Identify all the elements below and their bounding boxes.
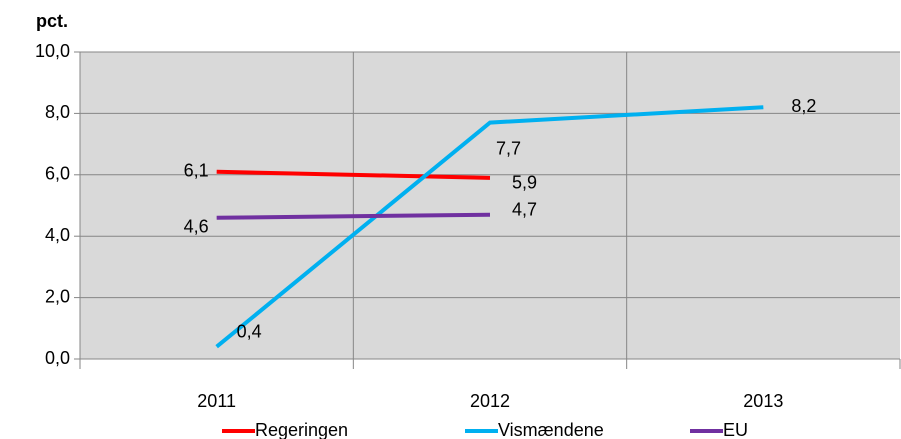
y-axis-label: pct. (36, 11, 68, 31)
y-tick-label: 2,0 (45, 286, 70, 306)
data-label: 6,1 (184, 160, 209, 180)
y-tick-label: 4,0 (45, 225, 70, 245)
data-label: 5,9 (512, 173, 537, 193)
x-tick-label: 2012 (470, 391, 510, 411)
x-tick-label: 2011 (197, 391, 236, 411)
data-label: 4,7 (512, 199, 537, 219)
data-label: 0,4 (237, 321, 262, 341)
legend-label: Regeringen (255, 420, 348, 439)
data-label: 4,6 (184, 217, 209, 237)
data-label: 7,7 (496, 138, 521, 158)
legend-label: EU (723, 420, 748, 439)
y-tick-label: 6,0 (45, 164, 70, 184)
y-tick-label: 8,0 (45, 102, 70, 122)
series-line (216, 212, 491, 220)
series-line (215, 105, 764, 349)
data-label: 8,2 (791, 96, 816, 116)
plot-area (80, 52, 900, 359)
x-tick-label: 2013 (743, 391, 783, 411)
y-tick-label: 10,0 (35, 41, 70, 61)
series-line (216, 169, 491, 180)
y-tick-label: 0,0 (45, 348, 70, 368)
legend-label: Vismændene (498, 420, 604, 439)
